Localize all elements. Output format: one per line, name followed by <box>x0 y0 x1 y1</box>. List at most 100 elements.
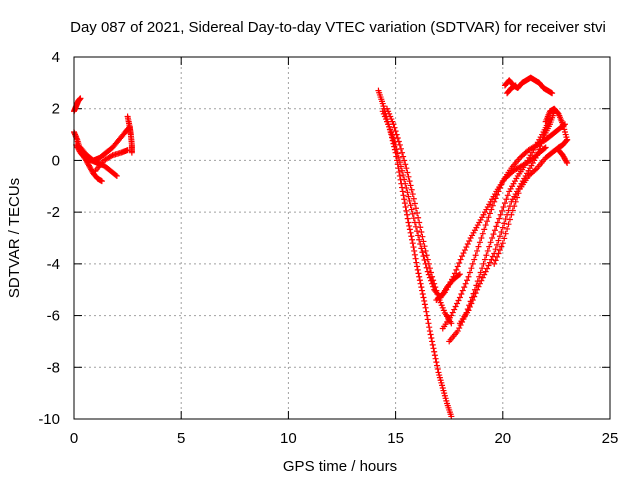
y-tick-label: 4 <box>52 49 60 66</box>
data-point-marker <box>485 214 492 221</box>
data-point-marker <box>464 241 471 248</box>
data-point-marker <box>430 345 437 352</box>
data-track <box>456 108 558 327</box>
data-point-marker <box>388 129 395 136</box>
data-point-marker <box>408 233 415 240</box>
data-point-marker <box>420 294 427 301</box>
data-point-marker <box>112 172 119 179</box>
data-point-marker <box>421 301 428 308</box>
data-point-marker <box>481 271 488 278</box>
data-point-marker <box>427 269 434 276</box>
data-point-marker <box>499 207 506 214</box>
data-point-marker <box>484 265 491 272</box>
y-tick-label: -4 <box>47 256 60 273</box>
data-point-marker <box>416 273 423 280</box>
data-point-marker <box>483 252 490 259</box>
data-point-marker <box>418 228 425 235</box>
data-point-marker <box>456 325 463 332</box>
data-point-marker <box>412 255 419 262</box>
data-point-marker <box>432 284 439 291</box>
data-point-marker <box>113 172 120 179</box>
data-point-marker <box>461 284 468 291</box>
data-point-marker <box>403 185 410 192</box>
data-point-marker <box>455 272 462 279</box>
data-point-marker <box>434 362 441 369</box>
data-point-marker <box>506 216 513 223</box>
data-point-marker <box>493 223 500 230</box>
data-point-marker <box>422 247 429 254</box>
data-point-marker <box>390 121 397 128</box>
x-tick-label: 25 <box>602 430 619 447</box>
data-point-marker <box>489 202 496 209</box>
data-point-marker <box>460 250 467 257</box>
data-point-marker <box>512 82 519 89</box>
data-point-marker <box>515 190 522 197</box>
data-point-marker <box>541 145 548 152</box>
data-point-marker <box>480 260 487 267</box>
data-point-marker <box>395 138 402 145</box>
data-point-marker <box>497 211 504 218</box>
data-point-marker <box>486 243 493 250</box>
data-point-marker <box>464 277 471 284</box>
data-point-marker <box>498 243 505 250</box>
data-point-marker <box>476 280 483 287</box>
data-point-marker <box>477 269 484 276</box>
data-point-marker <box>393 131 400 138</box>
data-point-marker <box>429 338 436 345</box>
data-point-marker <box>459 287 466 294</box>
data-point-marker <box>494 191 501 198</box>
data-point-marker <box>434 366 441 373</box>
data-point-marker <box>496 185 503 192</box>
data-point-marker <box>479 265 486 272</box>
data-point-marker <box>405 193 412 200</box>
data-point-marker <box>564 160 571 167</box>
data-point-marker <box>433 287 440 294</box>
data-point-marker <box>479 230 486 237</box>
data-point-marker <box>482 268 489 275</box>
y-tick-label: -6 <box>47 308 60 325</box>
data-point-marker <box>472 290 479 297</box>
data-point-marker <box>469 297 476 304</box>
data-point-marker <box>471 256 478 263</box>
data-point-marker <box>496 233 503 240</box>
data-point-marker <box>404 189 411 196</box>
data-point-marker <box>448 413 455 420</box>
data-point-marker <box>461 247 468 254</box>
data-point-marker <box>449 309 456 316</box>
data-point-marker <box>468 300 475 307</box>
data-point-marker <box>415 232 422 239</box>
data-point-marker <box>494 219 501 226</box>
data-point-marker <box>474 286 481 293</box>
grid-lines <box>74 57 610 419</box>
data-point-marker <box>509 207 516 214</box>
data-point-marker <box>476 239 483 246</box>
data-point-marker <box>98 178 105 185</box>
x-tick-label: 0 <box>70 430 78 447</box>
data-point-marker <box>457 256 464 263</box>
data-point-marker <box>512 198 519 205</box>
data-point-marker <box>478 277 485 284</box>
data-point-marker <box>406 178 413 185</box>
data-point-marker <box>455 297 462 304</box>
data-point-marker <box>484 218 491 225</box>
data-point-marker <box>399 167 406 174</box>
data-point-marker <box>499 240 506 247</box>
data-point-marker <box>394 135 401 142</box>
data-point-marker <box>401 157 408 164</box>
data-point-marker <box>488 256 495 263</box>
data-point-marker <box>416 277 423 284</box>
data-point-marker <box>400 153 407 160</box>
data-point-marker <box>431 352 438 359</box>
y-tick-label: -8 <box>47 359 60 376</box>
data-point-marker <box>401 176 408 183</box>
data-point-marker <box>429 341 436 348</box>
x-tick-label: 5 <box>177 430 185 447</box>
data-point-marker <box>431 348 438 355</box>
data-point-marker <box>396 141 403 148</box>
data-point-marker <box>402 180 409 187</box>
x-tick-label: 10 <box>280 430 297 447</box>
data-point-marker <box>426 328 433 335</box>
data-point-marker <box>417 280 424 287</box>
data-point-marker <box>420 253 427 260</box>
